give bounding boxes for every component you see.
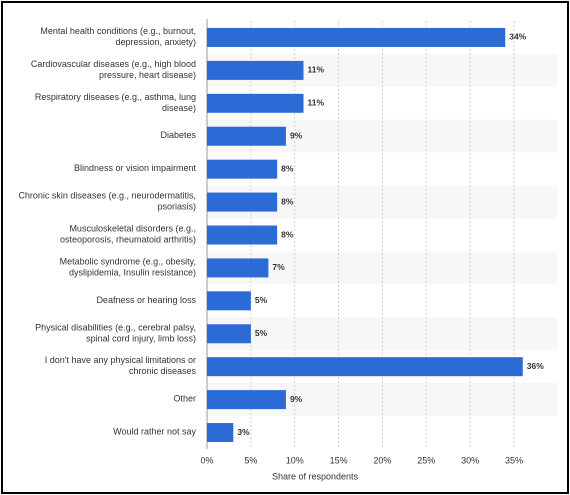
x-tick-label: 35% bbox=[505, 455, 523, 465]
x-tick-label: 0% bbox=[200, 455, 213, 465]
bar bbox=[207, 357, 523, 377]
y-tick-label: Metabolic syndrome (e.g., obesity, dyslip… bbox=[60, 257, 196, 278]
x-tick-label: 10% bbox=[286, 455, 304, 465]
bar bbox=[207, 258, 269, 278]
bar bbox=[207, 60, 304, 80]
value-label: 11% bbox=[307, 65, 324, 75]
x-axis-title: Share of respondents bbox=[272, 471, 359, 481]
y-tick-label: Chronic skin diseases (e.g., neurodermat… bbox=[18, 191, 196, 212]
y-tick-label: Diabetes bbox=[160, 131, 196, 141]
value-label: 7% bbox=[272, 262, 285, 272]
value-label: 36% bbox=[527, 361, 544, 371]
x-tick-label: 20% bbox=[373, 455, 391, 465]
bar bbox=[207, 192, 278, 212]
y-tick-label: Deafness or hearing loss bbox=[96, 295, 196, 305]
x-tick-label: 25% bbox=[417, 455, 435, 465]
value-label: 5% bbox=[255, 328, 268, 338]
bar bbox=[207, 93, 304, 113]
bar bbox=[207, 126, 286, 146]
value-label: 9% bbox=[290, 394, 303, 404]
y-tick-label: Cardiovascular diseases (e.g., high bloo… bbox=[31, 59, 196, 80]
bar bbox=[207, 423, 234, 443]
value-label: 8% bbox=[281, 163, 294, 173]
y-tick-label: Musculoskeletal disorders (e.g., osteopor… bbox=[60, 224, 196, 245]
x-tick-label: 5% bbox=[244, 455, 257, 465]
bar bbox=[207, 390, 286, 410]
y-tick-label: Physical disabilities (e.g., cerebral pa… bbox=[35, 323, 196, 344]
x-tick-label: 15% bbox=[330, 455, 348, 465]
value-label: 3% bbox=[237, 427, 250, 437]
y-tick-label: Other bbox=[173, 394, 196, 404]
value-label: 9% bbox=[290, 130, 303, 140]
bar bbox=[207, 324, 251, 344]
y-tick-label: Mental health conditions (e.g., burnout,… bbox=[40, 26, 196, 47]
value-label: 11% bbox=[307, 98, 324, 108]
y-tick-label: Would rather not say bbox=[113, 427, 196, 437]
value-label: 8% bbox=[281, 196, 294, 206]
y-tick-label: I don't have any physical limitations or… bbox=[45, 356, 197, 377]
x-tick-label: 30% bbox=[461, 455, 479, 465]
value-label: 8% bbox=[281, 229, 294, 239]
bar bbox=[207, 291, 251, 311]
bar bbox=[207, 27, 506, 47]
bar bbox=[207, 225, 278, 245]
value-label: 5% bbox=[255, 295, 268, 305]
value-label: 34% bbox=[509, 32, 526, 42]
y-tick-label: Respiratory diseases (e.g., asthma, lung… bbox=[35, 92, 196, 113]
bar bbox=[207, 159, 278, 179]
y-tick-label: Blindness or vision impairment bbox=[74, 164, 197, 174]
